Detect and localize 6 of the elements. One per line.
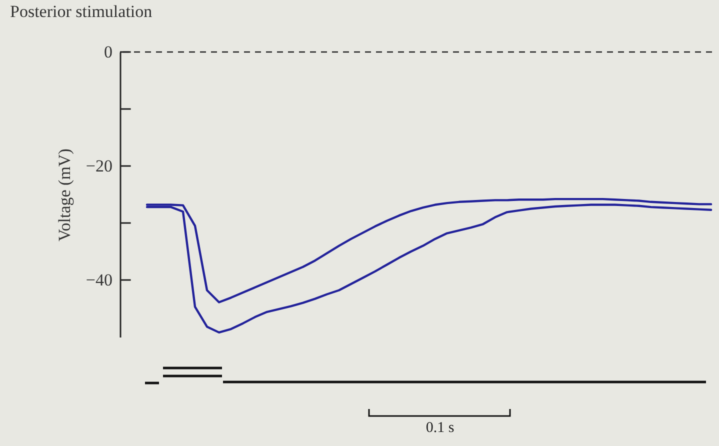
- y-tick-label: −20: [86, 156, 112, 176]
- chart-title: Posterior stimulation: [10, 2, 153, 21]
- y-tick-label: −40: [86, 270, 112, 290]
- text: 0.1 s: [424, 420, 456, 437]
- y-tick-label: 0: [104, 42, 112, 62]
- y-axis-title: Voltage (mV): [54, 148, 74, 242]
